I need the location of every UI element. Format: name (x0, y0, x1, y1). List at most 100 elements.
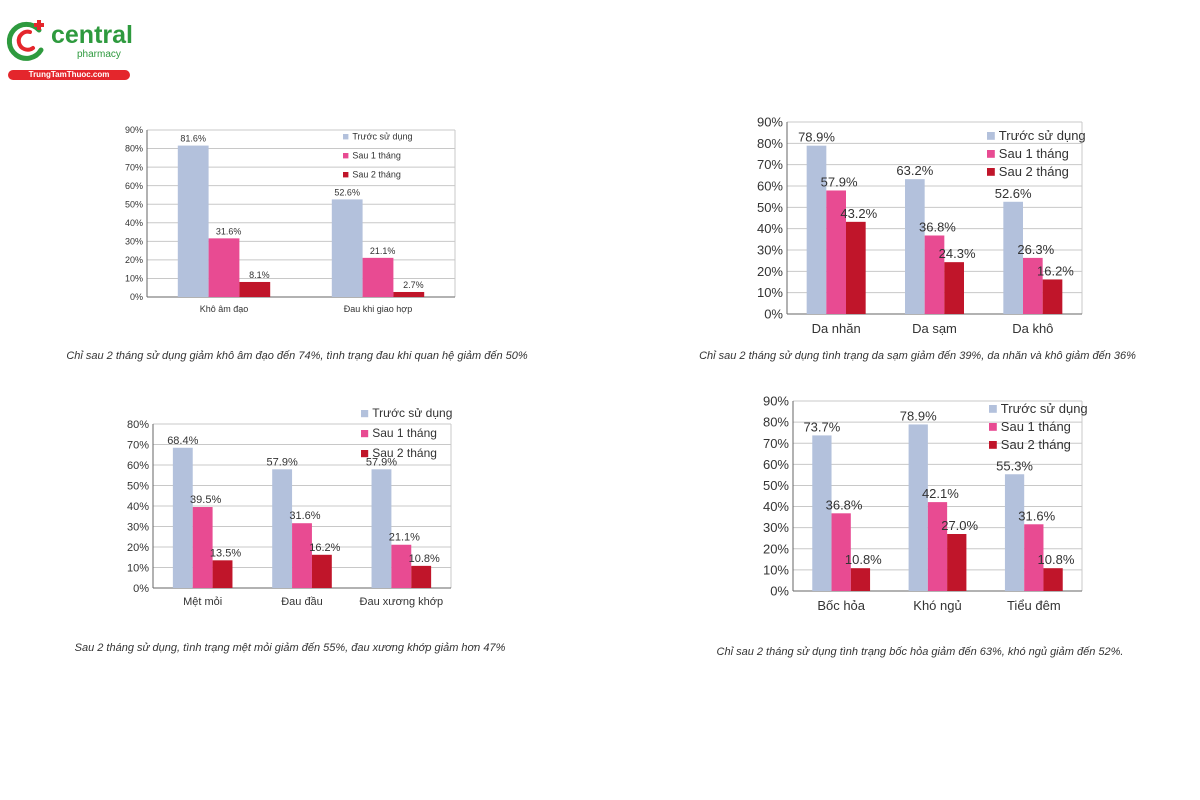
vaginal-legend-label-1: Sau 1 tháng (352, 150, 401, 160)
fatigue-data-label-0-1: 39.5% (190, 494, 221, 506)
fatigue-bar-2-1 (391, 544, 412, 588)
skin-category-1: Da sạm (912, 321, 957, 336)
fatigue-ytick-0: 0% (133, 583, 149, 595)
chart-vaginal: 0% 10% 20% 30% 40% 50% 60% 70% 80% 90% 81.6% 31.6% 8… (105, 122, 465, 323)
brand-name: central (51, 21, 133, 49)
skin-bar-1-2 (944, 262, 964, 314)
hotflash-data-label-0-1: 36.8% (826, 497, 863, 512)
hotflash-bar-0-2 (850, 568, 871, 591)
hotflash-bar-1-0 (908, 424, 928, 591)
skin-data-label-1-1: 36.8% (919, 219, 956, 234)
vaginal-svg: 0% 10% 20% 30% 40% 50% 60% 70% 80% 90% 81.6% 31.6% 8… (125, 125, 456, 314)
fatigue-data-label-2-1: 21.1% (389, 532, 420, 544)
fatigue-bar-2-2 (411, 565, 432, 588)
fatigue-bar-1-2 (311, 554, 332, 588)
hotflash-bar-1-2 (947, 534, 967, 591)
skin-data-label-1-0: 63.2% (896, 163, 933, 178)
fatigue-data-label-2-0: 57.9% (366, 456, 397, 468)
hotflash-legend-swatch-2 (989, 441, 997, 449)
fatigue-ytick-3: 30% (127, 521, 149, 533)
skin-data-label-1-2: 24.3% (939, 246, 976, 261)
vaginal-legend-swatch-1 (343, 153, 349, 159)
fatigue-bar-0-2 (212, 560, 233, 588)
vaginal-bar-1-1 (362, 257, 394, 297)
vaginal-ytick-5: 50% (125, 199, 143, 209)
skin-bar-1-1 (924, 235, 945, 314)
hotflash-ytick-8: 80% (763, 415, 789, 430)
chart-fatigue: 0% 10% 20% 30% 40% 50% 60% 70% 80% 68.4% 39.5% 13.5… (115, 388, 461, 614)
fatigue-data-label-0-2: 13.5% (210, 547, 241, 559)
skin-legend-swatch-2 (987, 168, 995, 176)
fatigue-bar-2-0 (371, 469, 392, 588)
vaginal-bar-0-0 (177, 145, 209, 297)
fatigue-category-0: Mệt mỏi (183, 596, 222, 608)
fatigue-legend-swatch-1 (361, 430, 369, 438)
vaginal-bar-1-2 (393, 291, 425, 297)
skin-bar-0-1 (826, 190, 846, 314)
vaginal-bar-0-2 (239, 281, 271, 297)
hotflash-category-2: Tiểu đêm (1007, 598, 1061, 613)
hotflash-data-label-0-2: 10.8% (845, 552, 882, 567)
hotflash-ytick-5: 50% (763, 478, 789, 493)
hotflash-bar-2-0 (1004, 474, 1025, 591)
vaginal-data-label-1-1: 21.1% (370, 246, 396, 256)
vaginal-legend-label-2: Sau 2 tháng (352, 169, 401, 179)
hotflash-bar-1-1 (927, 502, 948, 591)
fatigue-category-2: Đau xương khớp (360, 596, 444, 608)
fatigue-legend-label-0: Trước sử dụng (372, 406, 452, 420)
caption-skin: Chỉ sau 2 tháng sử dụng tình trạng da sạ… (699, 350, 1136, 362)
skin-bar-1-0 (905, 179, 925, 314)
skin-bar-2-2 (1042, 279, 1063, 314)
skin-bar-2-1 (1023, 257, 1043, 314)
vaginal-ytick-4: 40% (125, 218, 143, 228)
fatigue-ytick-4: 40% (127, 501, 149, 513)
skin-category-0: Da nhăn (812, 321, 861, 336)
hotflash-legend-swatch-1 (989, 423, 997, 431)
caption-hotflash: Chỉ sau 2 tháng sử dụng tình trạng bốc h… (716, 646, 1124, 658)
skin-data-label-2-0: 52.6% (995, 186, 1032, 201)
fatigue-ytick-7: 70% (127, 439, 149, 451)
skin-ytick-7: 70% (757, 157, 783, 172)
skin-data-label-2-2: 16.2% (1037, 263, 1074, 278)
vaginal-data-label-1-2: 2.7% (403, 280, 424, 290)
skin-ytick-4: 40% (757, 221, 783, 236)
hotflash-category-1: Khó ngủ (913, 598, 961, 613)
vaginal-ytick-3: 30% (125, 236, 143, 246)
fatigue-legend-label-1: Sau 1 tháng (372, 426, 437, 440)
fatigue-bar-1-0 (272, 469, 293, 588)
skin-bar-0-2 (846, 221, 866, 314)
hotflash-ytick-9: 90% (763, 394, 789, 409)
fatigue-legend-swatch-2 (361, 450, 369, 458)
hotflash-data-label-2-1: 31.6% (1018, 508, 1055, 523)
fatigue-bar-0-0 (172, 447, 193, 588)
fatigue-bar-0-1 (192, 507, 213, 588)
hotflash-bar-2-2 (1043, 568, 1063, 591)
fatigue-ytick-1: 10% (127, 562, 149, 574)
fatigue-data-label-1-0: 57.9% (267, 456, 298, 468)
skin-svg: 0% 10% 20% 30% 40% 50% 60% 70% 80% 90% 78.9% 57.9% 4… (757, 115, 1086, 336)
fatigue-data-label-0-0: 68.4% (167, 435, 198, 447)
fatigue-data-label-2-2: 10.8% (409, 553, 440, 565)
hotflash-category-0: Bốc hỏa (817, 598, 865, 613)
skin-legend-swatch-1 (987, 150, 995, 158)
hotflash-ytick-7: 70% (763, 436, 789, 451)
skin-legend-label-2: Sau 2 tháng (999, 164, 1069, 179)
vaginal-ytick-7: 70% (125, 162, 143, 172)
hotflash-legend-label-2: Sau 2 tháng (1001, 437, 1071, 452)
skin-ytick-3: 30% (757, 243, 783, 258)
fatigue-svg: 0% 10% 20% 30% 40% 50% 60% 70% 80% 68.4% 39.5% 13.5… (127, 406, 452, 608)
vaginal-bar-1-0 (331, 199, 363, 297)
fatigue-ytick-5: 50% (127, 480, 149, 492)
hotflash-ytick-2: 20% (763, 541, 789, 556)
fatigue-ytick-6: 60% (127, 460, 149, 472)
hotflash-data-label-2-0: 55.3% (996, 458, 1033, 473)
skin-ytick-0: 0% (764, 307, 783, 322)
skin-data-label-0-2: 43.2% (840, 206, 877, 221)
fatigue-category-1: Đau đầu (281, 596, 323, 608)
hotflash-ytick-0: 0% (770, 584, 789, 599)
skin-ytick-5: 50% (757, 200, 783, 215)
vaginal-ytick-6: 60% (125, 181, 143, 191)
vaginal-category-1: Đau khi giao hợp (344, 304, 412, 314)
vaginal-legend-label-0: Trước sử dụng (352, 131, 412, 141)
skin-data-label-2-1: 26.3% (1017, 242, 1054, 257)
